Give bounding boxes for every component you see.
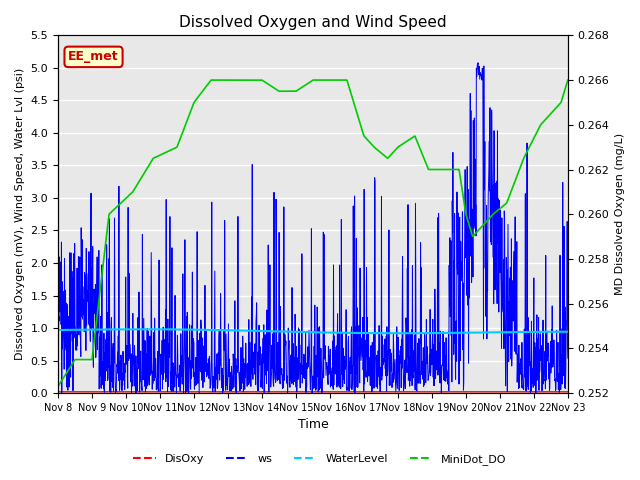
ws [291, 379, 298, 384]
Legend: DisOxy, ws, WaterLevel, MiniDot_DO: DisOxy, ws, WaterLevel, MiniDot_DO [129, 450, 511, 469]
ws [54, 274, 62, 280]
WaterLevel [291, 329, 298, 335]
Text: EE_met: EE_met [68, 50, 119, 63]
MiniDot_DO [54, 384, 62, 389]
WaterLevel [54, 327, 62, 333]
Line: WaterLevel: WaterLevel [58, 329, 568, 333]
WaterLevel [396, 330, 403, 336]
MiniDot_DO [282, 88, 289, 94]
MiniDot_DO [564, 77, 572, 83]
ws [344, 334, 352, 339]
ws [115, 333, 122, 339]
ws [195, 390, 203, 396]
DisOxy [344, 389, 352, 395]
WaterLevel [564, 329, 572, 335]
Y-axis label: Dissolved Oxygen (mV), Wind Speed, Water Lvl (psi): Dissolved Oxygen (mV), Wind Speed, Water… [15, 68, 25, 360]
WaterLevel [344, 330, 352, 336]
ws [271, 369, 278, 374]
DisOxy [54, 389, 62, 395]
DisOxy [271, 389, 278, 395]
WaterLevel [93, 327, 101, 333]
ws [474, 60, 482, 66]
DisOxy [564, 389, 572, 395]
ws [564, 355, 572, 361]
Y-axis label: MD Dissolved Oxygen (mg/L): MD Dissolved Oxygen (mg/L) [615, 133, 625, 295]
DisOxy [115, 389, 122, 395]
MiniDot_DO [207, 77, 215, 83]
DisOxy [281, 389, 289, 395]
MiniDot_DO [93, 310, 101, 316]
MiniDot_DO [115, 203, 122, 208]
Title: Dissolved Oxygen and Wind Speed: Dissolved Oxygen and Wind Speed [179, 15, 447, 30]
ws [282, 341, 289, 347]
WaterLevel [271, 328, 278, 334]
WaterLevel [140, 326, 148, 332]
MiniDot_DO [344, 82, 352, 88]
MiniDot_DO [271, 85, 278, 91]
Line: ws: ws [58, 63, 568, 393]
X-axis label: Time: Time [298, 419, 328, 432]
DisOxy [93, 389, 101, 395]
WaterLevel [115, 326, 122, 332]
DisOxy [290, 389, 298, 395]
WaterLevel [282, 329, 289, 335]
MiniDot_DO [291, 88, 298, 94]
Line: MiniDot_DO: MiniDot_DO [58, 80, 568, 386]
ws [93, 347, 101, 352]
